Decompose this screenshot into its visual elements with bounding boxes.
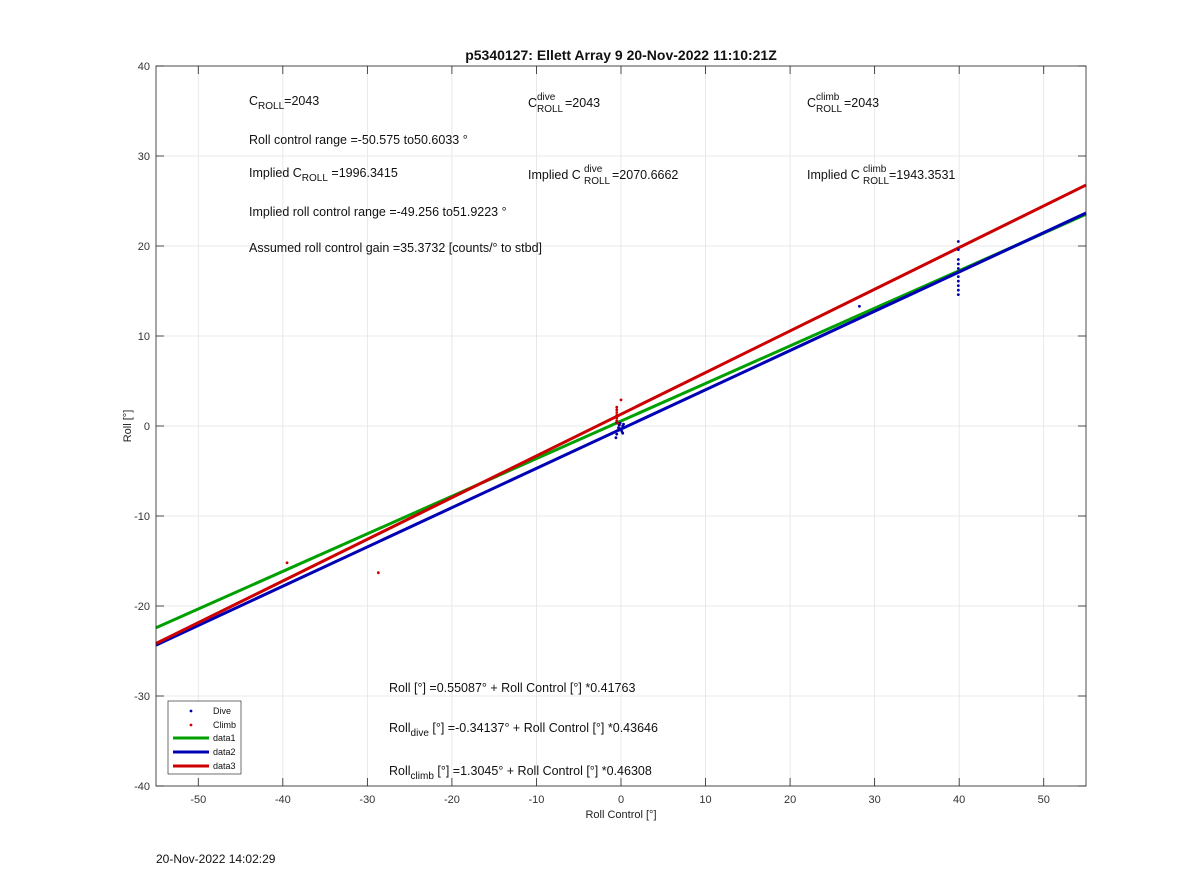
point-climb bbox=[619, 398, 623, 402]
point-climb bbox=[615, 405, 619, 409]
equation-all: Roll [°] =0.55087° + Roll Control [°] *0… bbox=[389, 681, 635, 695]
x-tick-label: -50 bbox=[190, 794, 206, 806]
y-axis-label: Roll [°] bbox=[122, 410, 134, 443]
implied-c-roll: Implied CROLL =1996.3415 bbox=[249, 166, 398, 184]
point-dive bbox=[617, 426, 620, 430]
implied-climb-sup: climb bbox=[863, 164, 887, 175]
point-dive bbox=[622, 422, 625, 426]
point-dive bbox=[956, 258, 960, 261]
legend-label-data3: data3 bbox=[213, 761, 236, 771]
implied-dive-sup: dive bbox=[584, 164, 603, 175]
legend-label-data2: data2 bbox=[213, 747, 236, 757]
point-dive bbox=[956, 267, 960, 270]
y-tick-label: -10 bbox=[134, 511, 150, 523]
y-tick-label: 0 bbox=[144, 421, 150, 433]
legend: Dive Climb data1 data2 data3 bbox=[167, 700, 242, 775]
point-climb bbox=[285, 561, 289, 565]
chart-title: p5340127: Ellett Array 9 20-Nov-2022 11:… bbox=[465, 47, 777, 63]
legend-marker-climb bbox=[189, 723, 193, 727]
y-tick-label: -20 bbox=[134, 601, 150, 613]
legend-marker-dive bbox=[189, 709, 193, 713]
point-dive bbox=[618, 421, 622, 425]
point-climb bbox=[615, 408, 619, 412]
timestamp: 20-Nov-2022 14:02:29 bbox=[156, 852, 276, 866]
implied-range-text: Implied roll control range =-49.256 to51… bbox=[249, 205, 507, 219]
fit-line-data3 bbox=[155, 183, 1087, 645]
implied-c-roll-climb: Implied C bbox=[807, 168, 860, 182]
c-roll-dive-annotation: C bbox=[528, 96, 537, 110]
point-dive bbox=[956, 293, 960, 296]
point-dive bbox=[956, 279, 960, 283]
y-tick-label: 20 bbox=[138, 241, 150, 253]
x-tick-label: 40 bbox=[953, 794, 965, 806]
x-tick-label: -30 bbox=[359, 794, 375, 806]
point-climb bbox=[615, 413, 619, 417]
x-tick-label: 0 bbox=[618, 794, 624, 806]
c-roll-climb-value: =2043 bbox=[844, 96, 879, 110]
implied-c-roll-dive: Implied C bbox=[528, 168, 581, 182]
point-dive bbox=[956, 262, 960, 266]
point-dive bbox=[619, 427, 623, 431]
point-dive bbox=[616, 429, 620, 432]
y-tick-label: 40 bbox=[138, 61, 150, 73]
data-points bbox=[285, 240, 960, 575]
x-tick-label: -40 bbox=[275, 794, 291, 806]
point-dive bbox=[615, 432, 619, 436]
implied-dive-sub: ROLL bbox=[584, 176, 611, 187]
legend-label-climb: Climb bbox=[213, 720, 236, 730]
point-climb bbox=[615, 411, 619, 414]
x-tick-label: 20 bbox=[784, 794, 796, 806]
gain-text: Assumed roll control gain =35.3732 [coun… bbox=[249, 241, 542, 255]
equation-dive: Rolldive [°] =-0.34137° + Roll Control [… bbox=[389, 721, 658, 739]
point-dive bbox=[858, 304, 861, 308]
x-tick-label: -20 bbox=[444, 794, 460, 806]
x-tick-label: 50 bbox=[1038, 794, 1050, 806]
point-dive bbox=[956, 240, 960, 243]
y-tick-label: 10 bbox=[138, 331, 150, 343]
point-dive bbox=[614, 436, 618, 440]
point-dive bbox=[956, 288, 960, 292]
point-dive bbox=[621, 431, 625, 435]
c-roll-dive-sup: dive bbox=[537, 92, 556, 103]
legend-label-data1: data1 bbox=[213, 733, 236, 743]
x-tick-label: 10 bbox=[699, 794, 711, 806]
x-tick-label: 30 bbox=[869, 794, 881, 806]
y-tick-label: -40 bbox=[134, 781, 150, 793]
implied-climb-sub: ROLL bbox=[863, 176, 890, 187]
roll-control-range-text: Roll control range =-50.575 to50.6033 ° bbox=[249, 133, 468, 147]
legend-label-dive: Dive bbox=[213, 706, 231, 716]
c-roll-dive-value: =2043 bbox=[565, 96, 600, 110]
axis-ticks: -50 -40 -30 -20 -10 0 10 20 30 40 50 -40 -30 -20 -10 0 1… bbox=[134, 61, 1086, 806]
point-dive bbox=[956, 270, 960, 274]
point-dive bbox=[956, 248, 960, 252]
equation-climb: Rollclimb [°] =1.3045° + Roll Control [°… bbox=[389, 764, 652, 782]
point-climb bbox=[616, 421, 620, 425]
c-roll-annotation: CROLL=2043 bbox=[249, 94, 319, 112]
implied-climb-value: =1943.3531 bbox=[889, 168, 955, 182]
point-climb bbox=[615, 416, 619, 420]
point-climb bbox=[615, 419, 619, 422]
c-roll-dive-sub: ROLL bbox=[537, 104, 564, 115]
c-roll-climb-sup: climb bbox=[816, 92, 840, 103]
y-tick-label: -30 bbox=[134, 691, 150, 703]
x-axis-label: Roll Control [°] bbox=[585, 809, 656, 821]
point-climb bbox=[376, 571, 380, 575]
y-tick-label: 30 bbox=[138, 151, 150, 163]
point-dive bbox=[956, 275, 960, 278]
c-roll-climb-annotation: C bbox=[807, 96, 816, 110]
x-tick-label: -10 bbox=[529, 794, 545, 806]
implied-dive-value: =2070.6662 bbox=[612, 168, 678, 182]
c-roll-climb-sub: ROLL bbox=[816, 104, 843, 115]
fit-line-data1 bbox=[155, 212, 1087, 630]
point-dive bbox=[956, 284, 960, 287]
